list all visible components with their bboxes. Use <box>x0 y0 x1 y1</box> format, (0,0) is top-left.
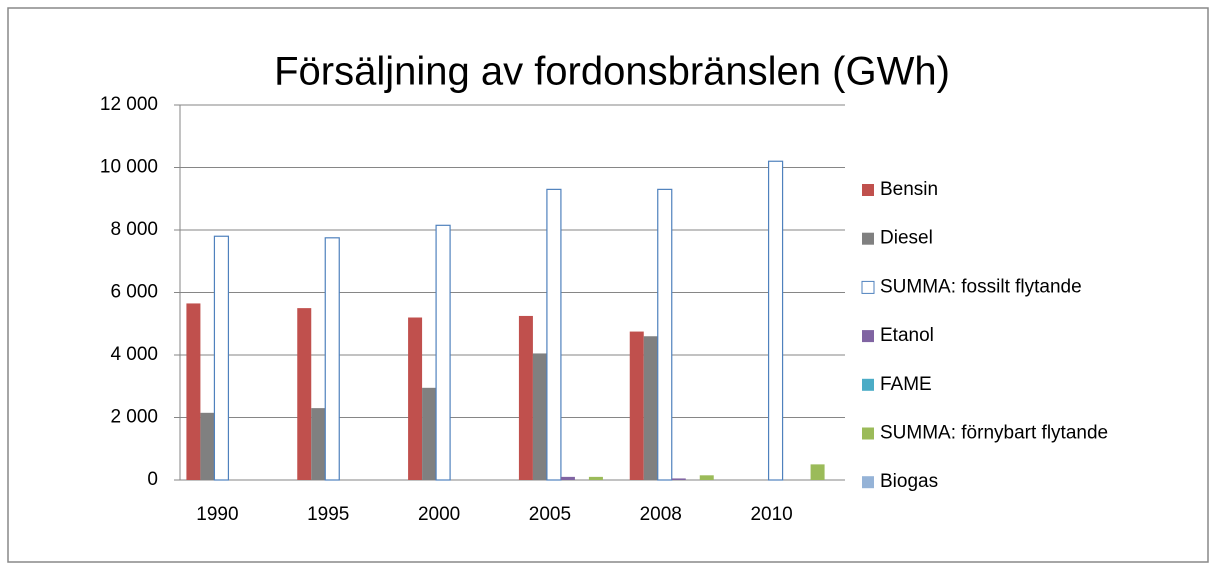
x-tick-label: 2010 <box>750 504 792 525</box>
x-tick-label: 1995 <box>307 504 349 525</box>
legend-label: Biogas <box>880 471 938 492</box>
chart-title: Försäljning av fordonsbränslen (GWh) <box>274 50 950 94</box>
legend-label: Bensin <box>880 179 938 200</box>
bar <box>532 353 547 480</box>
legend-swatch <box>861 280 875 294</box>
bar <box>311 408 326 480</box>
bar <box>324 237 340 481</box>
legend-label: Diesel <box>880 228 933 249</box>
y-tick-label: 6 000 <box>110 282 158 303</box>
bar <box>213 235 230 481</box>
legend-swatch <box>862 476 874 489</box>
bar <box>408 317 423 480</box>
legend-label: SUMMA: förnybart flytande <box>880 423 1108 444</box>
legend-label: FAME <box>880 374 932 395</box>
bar <box>422 387 437 480</box>
x-tick-label: 1990 <box>196 504 238 525</box>
y-tick-label: 4 000 <box>110 344 158 365</box>
bar <box>560 476 575 480</box>
bar <box>186 303 201 480</box>
bar <box>643 336 658 480</box>
legend-swatch <box>862 232 874 245</box>
bar <box>200 412 215 480</box>
legend-swatch <box>862 184 874 196</box>
bar <box>518 315 533 480</box>
bar <box>699 475 714 480</box>
y-tick-label: 2 000 <box>110 407 158 428</box>
bar <box>588 476 603 480</box>
y-tick-label: 8 000 <box>110 219 158 240</box>
bar <box>810 464 825 480</box>
bar <box>546 188 562 481</box>
x-tick-label: 2005 <box>529 504 571 525</box>
y-tick-label: 0 <box>147 469 158 490</box>
bar <box>435 224 451 481</box>
bar <box>657 188 673 481</box>
bar <box>629 331 644 480</box>
legend-label: SUMMA: fossilt flytande <box>880 276 1082 297</box>
bar <box>767 160 784 481</box>
legend-swatch <box>862 330 874 343</box>
bar <box>297 308 312 480</box>
legend-swatch <box>862 378 874 391</box>
legend-label: Etanol <box>880 325 934 346</box>
y-tick-label: 10 000 <box>100 157 158 178</box>
x-tick-label: 2000 <box>418 504 460 525</box>
legend-swatch <box>862 427 874 440</box>
x-tick-label: 2008 <box>640 504 682 525</box>
bar <box>671 478 686 480</box>
y-tick-label: 12 000 <box>100 94 158 115</box>
